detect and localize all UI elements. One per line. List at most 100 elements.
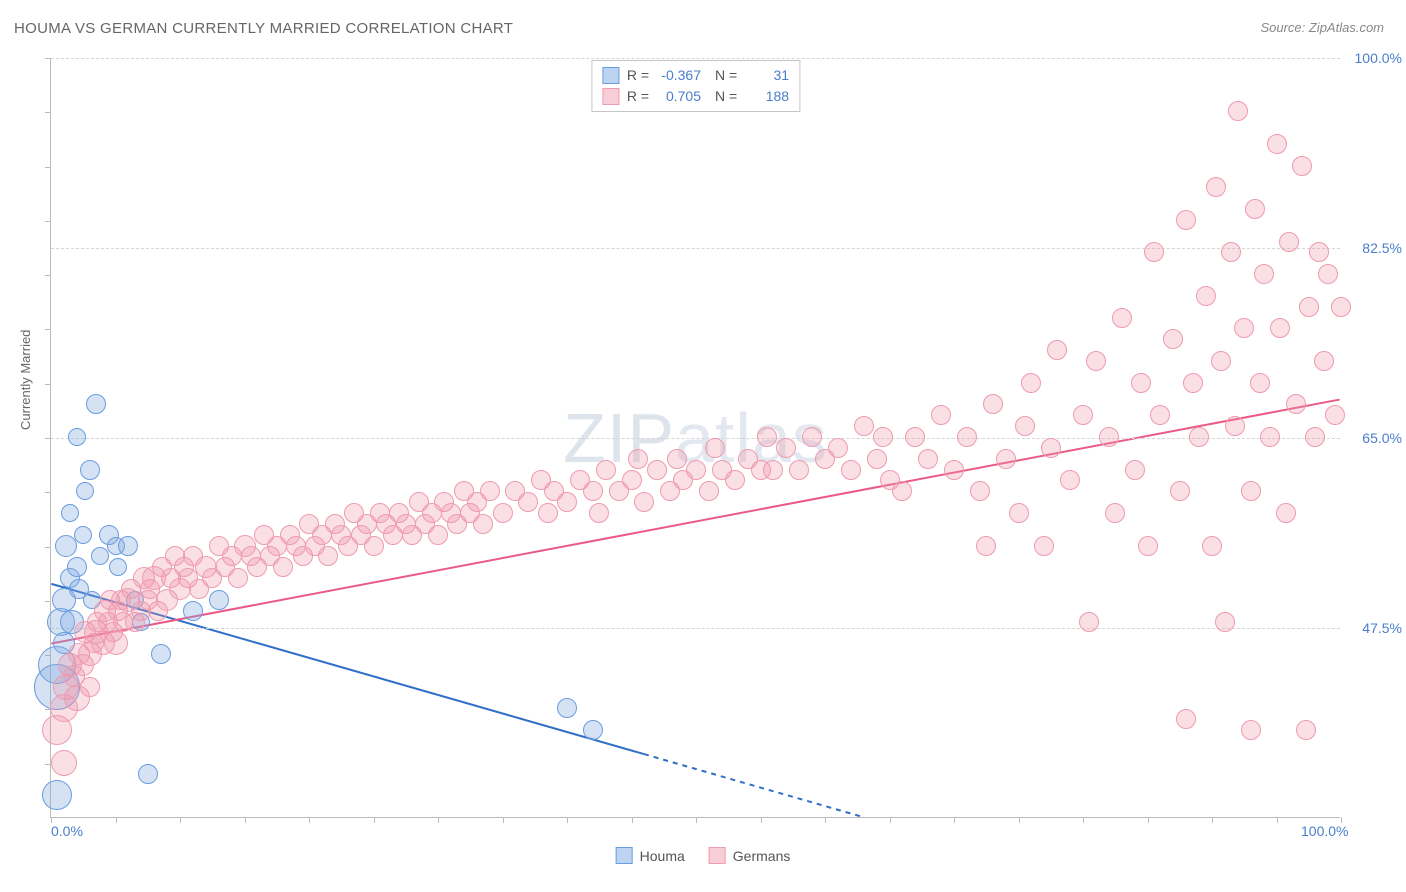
data-point-german [1079,612,1099,632]
data-point-houma [557,698,577,718]
data-point-german [1099,427,1119,447]
data-point-german [1234,318,1254,338]
data-point-german [104,631,128,655]
data-point-german [1041,438,1061,458]
data-point-german [1221,242,1241,262]
x-tick [890,817,891,823]
data-point-german [1206,177,1226,197]
data-point-german [867,449,887,469]
data-point-german [1225,416,1245,436]
y-tick [45,492,51,493]
data-point-german [705,438,725,458]
data-point-german [789,460,809,480]
data-point-houma [151,644,171,664]
legend-item-german: Germans [709,847,791,864]
stats-row-german: R = 0.705N = 188 [602,86,789,107]
data-point-german [1189,427,1209,447]
data-point-german [1183,373,1203,393]
data-point-german [51,750,77,776]
x-tick-label: 100.0% [1301,823,1348,839]
data-point-german [1260,427,1280,447]
data-point-german [1131,373,1151,393]
x-tick [825,817,826,823]
x-tick [632,817,633,823]
swatch-houma [616,847,633,864]
data-point-german [757,427,777,447]
data-point-german [1176,210,1196,230]
x-tick [180,817,181,823]
data-point-german [667,449,687,469]
y-tick [45,167,51,168]
data-point-german [957,427,977,447]
stats-legend: R = -0.367N = 31R = 0.705N = 188 [591,60,800,112]
data-point-german [1254,264,1274,284]
data-point-german [557,492,577,512]
data-point-german [1299,297,1319,317]
data-point-german [364,536,384,556]
data-point-german [1215,612,1235,632]
data-point-houma [67,557,87,577]
data-point-german [1105,503,1125,523]
data-point-german [1202,536,1222,556]
data-point-german [686,460,706,480]
data-point-german [628,449,648,469]
chart-title: HOUMA VS GERMAN CURRENTLY MARRIED CORREL… [14,20,513,37]
data-point-german [1276,503,1296,523]
data-point-houma [76,482,94,500]
data-point-german [1267,134,1287,154]
data-point-german [634,492,654,512]
y-tick-label: 47.5% [1347,620,1402,636]
data-point-german [1241,481,1261,501]
x-tick [1148,817,1149,823]
gridline [51,58,1340,59]
y-axis-label: Currently Married [18,330,33,430]
plot-area: ZIPatlas R = -0.367N = 31R = 0.705N = 18… [50,58,1340,818]
data-point-german [1286,394,1306,414]
data-point-houma [86,394,106,414]
y-tick [45,438,51,439]
data-point-german [1125,460,1145,480]
data-point-german [1073,405,1093,425]
x-tick [1083,817,1084,823]
data-point-houma [138,764,158,784]
data-point-german [763,460,783,480]
data-point-german [538,503,558,523]
data-point-german [776,438,796,458]
data-point-houma [68,428,86,446]
data-point-german [1318,264,1338,284]
data-point-german [1331,297,1351,317]
data-point-german [1060,470,1080,490]
legend-item-houma: Houma [616,847,685,864]
data-point-german [622,470,642,490]
data-point-german [428,525,448,545]
data-point-german [1270,318,1290,338]
data-point-german [1144,242,1164,262]
swatch-german [602,88,619,105]
swatch-german [709,847,726,864]
data-point-german [699,481,719,501]
y-tick-label: 82.5% [1347,240,1402,256]
data-point-german [473,514,493,534]
data-point-houma [118,536,138,556]
data-point-german [1309,242,1329,262]
data-point-german [1009,503,1029,523]
data-point-german [1086,351,1106,371]
swatch-houma [602,67,619,84]
data-point-german [1150,405,1170,425]
y-tick [45,547,51,548]
data-point-german [1314,351,1334,371]
data-point-german [725,470,745,490]
data-point-german [493,503,513,523]
x-tick [116,817,117,823]
data-point-german [970,481,990,501]
data-point-german [892,481,912,501]
data-point-houma [183,601,203,621]
x-tick [1212,817,1213,823]
data-point-german [983,394,1003,414]
x-tick [1019,817,1020,823]
gridline [51,628,1340,629]
data-point-german [589,503,609,523]
data-point-houma [42,780,72,810]
data-point-german [273,557,293,577]
data-point-houma [80,460,100,480]
